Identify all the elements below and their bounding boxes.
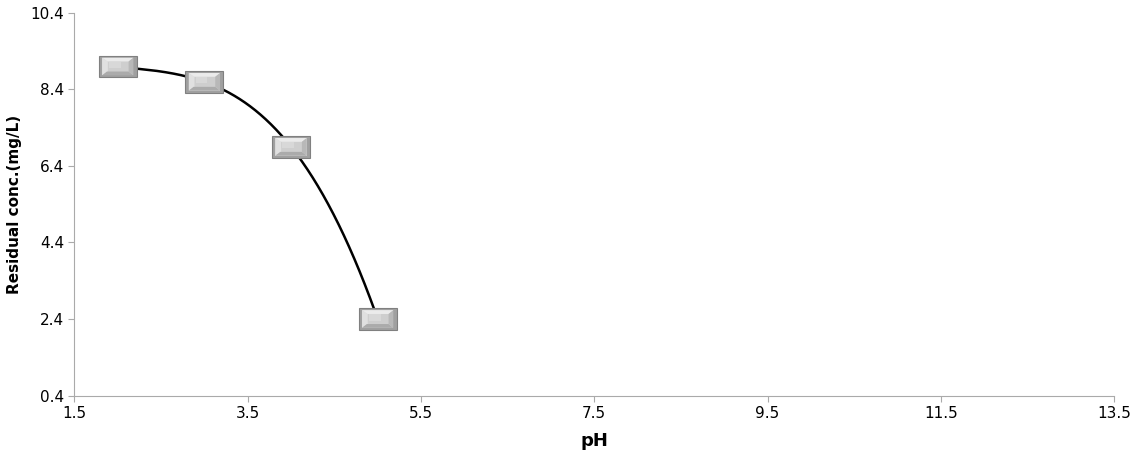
Polygon shape <box>358 308 397 329</box>
Polygon shape <box>215 73 220 90</box>
Polygon shape <box>362 324 394 328</box>
Polygon shape <box>275 138 281 156</box>
Polygon shape <box>102 58 133 62</box>
Polygon shape <box>102 58 108 75</box>
X-axis label: pH: pH <box>580 432 608 450</box>
Polygon shape <box>275 138 306 156</box>
Polygon shape <box>129 58 133 75</box>
Polygon shape <box>275 152 306 156</box>
Polygon shape <box>109 62 121 68</box>
Polygon shape <box>185 71 223 92</box>
Polygon shape <box>275 138 306 142</box>
Polygon shape <box>189 73 220 77</box>
Polygon shape <box>272 136 310 158</box>
Polygon shape <box>102 72 133 75</box>
Polygon shape <box>282 142 294 149</box>
Polygon shape <box>102 58 133 75</box>
Polygon shape <box>189 87 220 90</box>
Polygon shape <box>388 310 394 328</box>
Polygon shape <box>196 77 207 84</box>
Polygon shape <box>189 73 220 90</box>
Y-axis label: Residual conc.(mg/L): Residual conc.(mg/L) <box>7 115 22 294</box>
Polygon shape <box>189 73 195 90</box>
Polygon shape <box>362 310 394 314</box>
Polygon shape <box>99 56 137 77</box>
Polygon shape <box>362 310 394 328</box>
Polygon shape <box>362 310 368 328</box>
Polygon shape <box>369 314 380 321</box>
Polygon shape <box>302 138 306 156</box>
